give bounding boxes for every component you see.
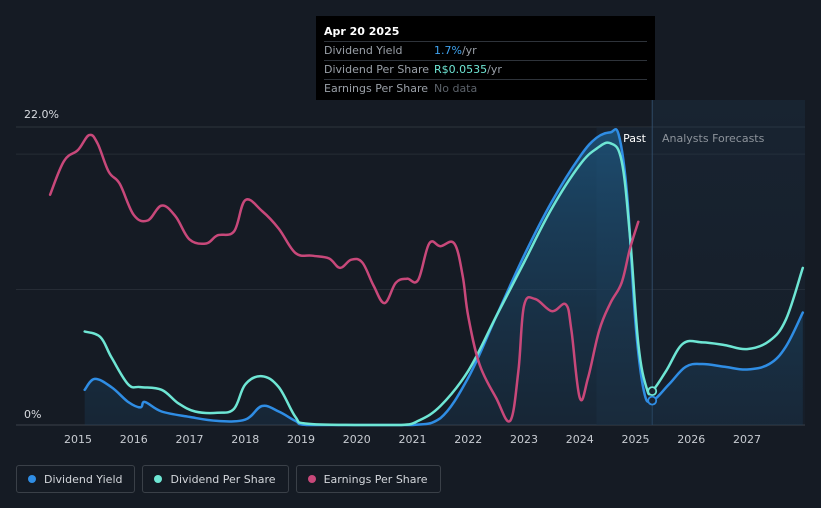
tooltip-label: Dividend Yield [324,44,403,57]
hover-marker-dividend-per-share [647,386,658,397]
x-tick-label: 2018 [231,433,259,446]
legend-label: Dividend Per Share [170,472,276,486]
series-line-dividend-per-share [83,141,805,427]
x-tick-label: 2027 [733,433,761,446]
tooltip-label: Dividend Per Share [324,63,430,76]
hover-markers [647,386,658,406]
dividend-yield-area [84,129,803,425]
x-tick-label: 2025 [622,433,650,446]
y-tick-label-bottom: 0% [24,408,41,421]
legend-dot-icon [28,475,36,483]
tooltip-row-dividend-per-share: Dividend Per Share R$0.0535 /yr [324,60,647,79]
x-tick-label: 2015 [64,433,92,446]
x-tick-label: 2016 [120,433,148,446]
series-line-earnings-per-share [48,133,640,423]
tooltip-value: R$0.0535 [434,63,488,76]
dividend-yield-area-fill [84,129,803,425]
x-tick-label: 2022 [454,433,482,446]
tooltip-value: 1.7% [434,44,462,57]
x-tick-label: 2017 [176,433,204,446]
x-tick-label: 2024 [566,433,594,446]
x-tick-label: 2021 [399,433,427,446]
legend-label: Earnings Per Share [323,472,428,486]
x-axis: 2015 2016 2017 2018 2019 2020 2021 2022 2023 2024… [64,433,761,446]
legend-dot-icon [154,475,163,483]
tooltip-value: No data [434,82,478,95]
x-tick-label: 2020 [343,433,371,446]
past-label: Past [623,132,647,145]
y-tick-label-top: 22.0% [24,108,59,121]
tooltip-unit: /yr [461,44,477,57]
legend-item-earnings-per-share[interactable]: Earnings Per Share [295,465,441,493]
x-tick-label: 2023 [510,433,538,446]
tooltip-label: Earnings Per Share [324,82,429,95]
x-tick-label: 2019 [287,433,315,446]
x-tick-label: 2026 [677,433,705,446]
series-lines [48,127,805,427]
legend-label: Dividend Yield [44,472,123,486]
legend-dot-icon [307,475,316,483]
chart-tooltip: Apr 20 2025 Dividend Yield 1.7% /yr Divi… [316,16,655,100]
tooltip-date: Apr 20 2025 [324,25,400,38]
legend-item-dividend-per-share[interactable]: Dividend Per Share [142,465,289,493]
hover-marker-dividend-yield [647,395,658,406]
tooltip-row-dividend-yield: Dividend Yield 1.7% /yr [324,41,647,60]
tooltip-unit: /yr [487,63,502,76]
tooltip-row-earnings-per-share: Earnings Per Share No data [324,79,647,98]
chart-legend: Dividend Yield Dividend Per Share Earnin… [16,465,441,493]
forecast-label: Analysts Forecasts [662,132,765,145]
legend-item-dividend-yield[interactable]: Dividend Yield [16,465,136,493]
